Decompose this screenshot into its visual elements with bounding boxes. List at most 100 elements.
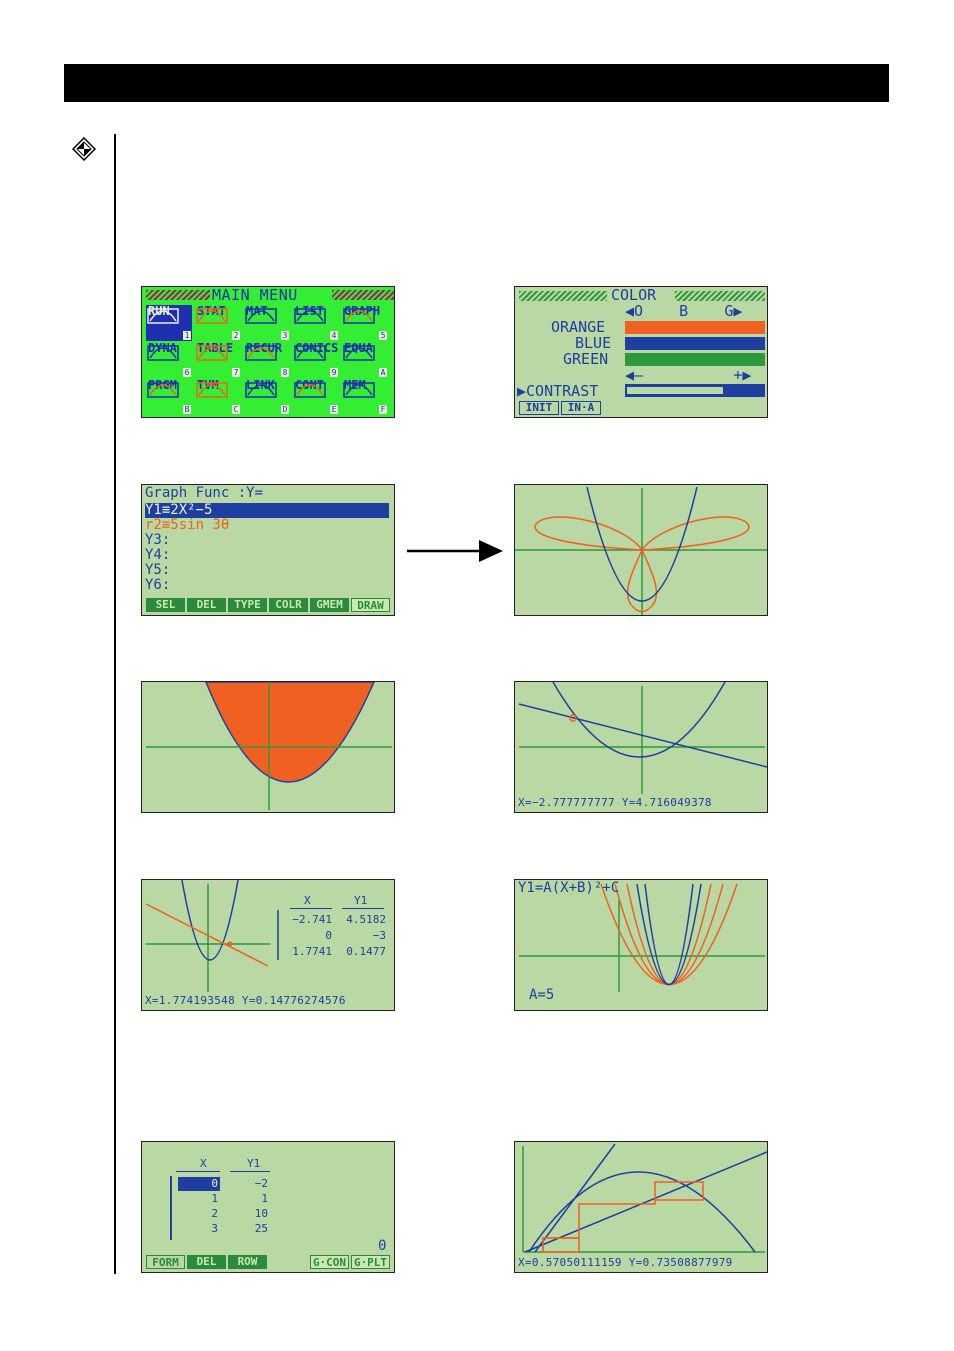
trace-readout: X=1.774193548 Y=0.14776274576 xyxy=(145,994,346,1007)
color-scale-label: ◀O B G▶ xyxy=(625,302,743,320)
main-menu-screen: MAIN MENU RUN 1 STAT 2 MAT 3 LIST 4 GRAPH 5 DYNA 6 T… xyxy=(141,286,395,418)
del-key[interactable]: DEL xyxy=(187,598,226,612)
gcon-key[interactable]: G·CON xyxy=(310,1255,349,1269)
graph-icon xyxy=(343,308,375,324)
contrast-label: ▶CONTRAST xyxy=(517,382,599,400)
y4-function[interactable]: Y4: xyxy=(145,547,171,563)
table-cell-y[interactable]: −2 xyxy=(254,1177,268,1190)
menu-item-list[interactable]: LIST 4 xyxy=(293,305,339,341)
table-icon xyxy=(196,345,228,361)
menu-item-key: 7 xyxy=(232,368,240,377)
contrast-bar-track xyxy=(627,387,723,394)
menu-item-mat[interactable]: MAT 3 xyxy=(244,305,290,341)
line-curve xyxy=(145,903,269,967)
section-header-bar xyxy=(64,64,889,102)
colr-key[interactable]: COLR xyxy=(269,598,308,612)
graph-table-screen: X Y1 −2.741 4.5182 0 −3 1.7741 0.1477 X=1.774… xyxy=(141,879,395,1011)
menu-item-key: 4 xyxy=(330,331,338,340)
dynamic-header: Y1=A(X+B)²+C xyxy=(518,880,620,896)
table-cell-x[interactable]: 1 xyxy=(211,1192,218,1205)
table-cell-x: 1.7741 xyxy=(292,945,332,958)
web-graph-screen: X=0.57050111159 Y=0.73508877979 xyxy=(514,1141,768,1273)
diagonal-line xyxy=(524,1151,767,1253)
menu-item-key: A xyxy=(379,368,387,377)
entry-value[interactable]: 0 xyxy=(378,1238,387,1254)
gmem-key[interactable]: GMEM xyxy=(310,598,349,612)
table-cell-y[interactable]: 10 xyxy=(254,1207,268,1220)
draw-key[interactable]: DRAW xyxy=(351,598,390,612)
green-label: GREEN xyxy=(563,350,609,368)
header-rule xyxy=(230,1171,270,1172)
init-key[interactable]: INIT xyxy=(519,401,559,415)
menu-item-cont[interactable]: CONT E xyxy=(293,379,339,415)
recursion-table-screen: X Y1 0 −2 1 1 2 10 3 25 0 FORM DEL ROW G·CON G·… xyxy=(141,1141,395,1273)
menu-item-run[interactable]: RUN 1 xyxy=(146,305,192,341)
parabola-curve xyxy=(586,486,698,602)
menu-item-label: MAT xyxy=(246,304,268,318)
y6-function[interactable]: Y6: xyxy=(145,577,171,593)
menu-item-stat[interactable]: STAT 2 xyxy=(195,305,241,341)
menu-item-equa[interactable]: EQUA A xyxy=(342,342,388,378)
form-key[interactable]: FORM xyxy=(146,1255,185,1269)
type-key[interactable]: TYPE xyxy=(228,598,267,612)
menu-item-prgm[interactable]: PRGM B xyxy=(146,379,192,415)
table-col-y: Y1 xyxy=(354,894,368,907)
table-cell-x[interactable]: 0 xyxy=(211,1177,218,1190)
menu-item-key: D xyxy=(281,405,289,414)
header-rule xyxy=(176,1171,220,1172)
menu-item-tvm[interactable]: TVM C xyxy=(195,379,241,415)
menu-item-mem[interactable]: MEM F xyxy=(342,379,388,415)
cobweb-cell xyxy=(542,1237,580,1253)
table-cell-y: 0.1477 xyxy=(346,945,386,958)
menu-item-link[interactable]: LINK D xyxy=(244,379,290,415)
table-cell-y: −3 xyxy=(372,929,386,942)
title-hatch-right xyxy=(332,290,394,300)
row-key[interactable]: ROW xyxy=(228,1255,267,1269)
r2-function[interactable]: r2≡5sin 3θ xyxy=(145,517,230,533)
menu-item-table[interactable]: TABLE 7 xyxy=(195,342,241,378)
dynamic-graph-screen: Y1=A(X+B)²+C A=5 xyxy=(514,879,768,1011)
table-cell-x[interactable]: 2 xyxy=(211,1207,218,1220)
graph-result-screen xyxy=(514,484,768,616)
y1-function[interactable]: Y1≡2X²−5 xyxy=(145,502,213,518)
graph-func-screen: Graph Func :Y= Y1≡2X²−5 r2≡5sin 3θ Y3: Y… xyxy=(141,484,395,616)
table-cell-y[interactable]: 25 xyxy=(254,1222,268,1235)
conics-icon xyxy=(294,345,326,361)
link-icon xyxy=(245,382,277,398)
selected-cell[interactable] xyxy=(178,1177,220,1191)
recur-icon xyxy=(245,345,277,361)
init-all-key[interactable]: IN·A xyxy=(561,401,601,415)
menu-item-graph[interactable]: GRAPH 5 xyxy=(342,305,388,341)
del-key[interactable]: DEL xyxy=(187,1255,226,1269)
y3-function[interactable]: Y3: xyxy=(145,532,171,548)
menu-item-key: 1 xyxy=(183,331,191,340)
header-rule xyxy=(342,908,384,909)
intersection-screen: X=−2.777777777 Y=4.716049378 xyxy=(514,681,768,813)
matrix-icon xyxy=(245,308,277,324)
sel-key[interactable]: SEL xyxy=(146,598,185,612)
title-hatch-right xyxy=(675,291,765,301)
table-cell-x: −2.741 xyxy=(292,913,332,926)
blue-label: BLUE xyxy=(575,334,612,352)
color-title: COLOR xyxy=(611,286,657,304)
line-curve xyxy=(518,703,767,768)
menu-item-dyna[interactable]: DYNA 6 xyxy=(146,342,192,378)
table-cell-y[interactable]: 1 xyxy=(261,1192,268,1205)
menu-item-recur[interactable]: RECUR 8 xyxy=(244,342,290,378)
title-hatch-left xyxy=(519,291,607,301)
y5-function[interactable]: Y5: xyxy=(145,562,171,578)
gplt-key[interactable]: G·PLT xyxy=(351,1255,390,1269)
menu-item-key: 2 xyxy=(232,331,240,340)
shaded-region xyxy=(205,682,375,783)
tvm-icon xyxy=(196,382,228,398)
margin-rule xyxy=(114,134,116,1274)
dynamic-curve xyxy=(600,883,738,985)
menu-item-key: B xyxy=(183,405,191,414)
equa-icon xyxy=(343,345,375,361)
table-col-y: Y1 xyxy=(247,1157,261,1170)
menu-item-conics[interactable]: CONICS 9 xyxy=(293,342,339,378)
main-menu-title: MAIN MENU xyxy=(212,286,298,304)
table-cell-x: 0 xyxy=(325,929,332,942)
table-cell-x[interactable]: 3 xyxy=(211,1222,218,1235)
menu-item-label: TVM xyxy=(197,378,219,392)
